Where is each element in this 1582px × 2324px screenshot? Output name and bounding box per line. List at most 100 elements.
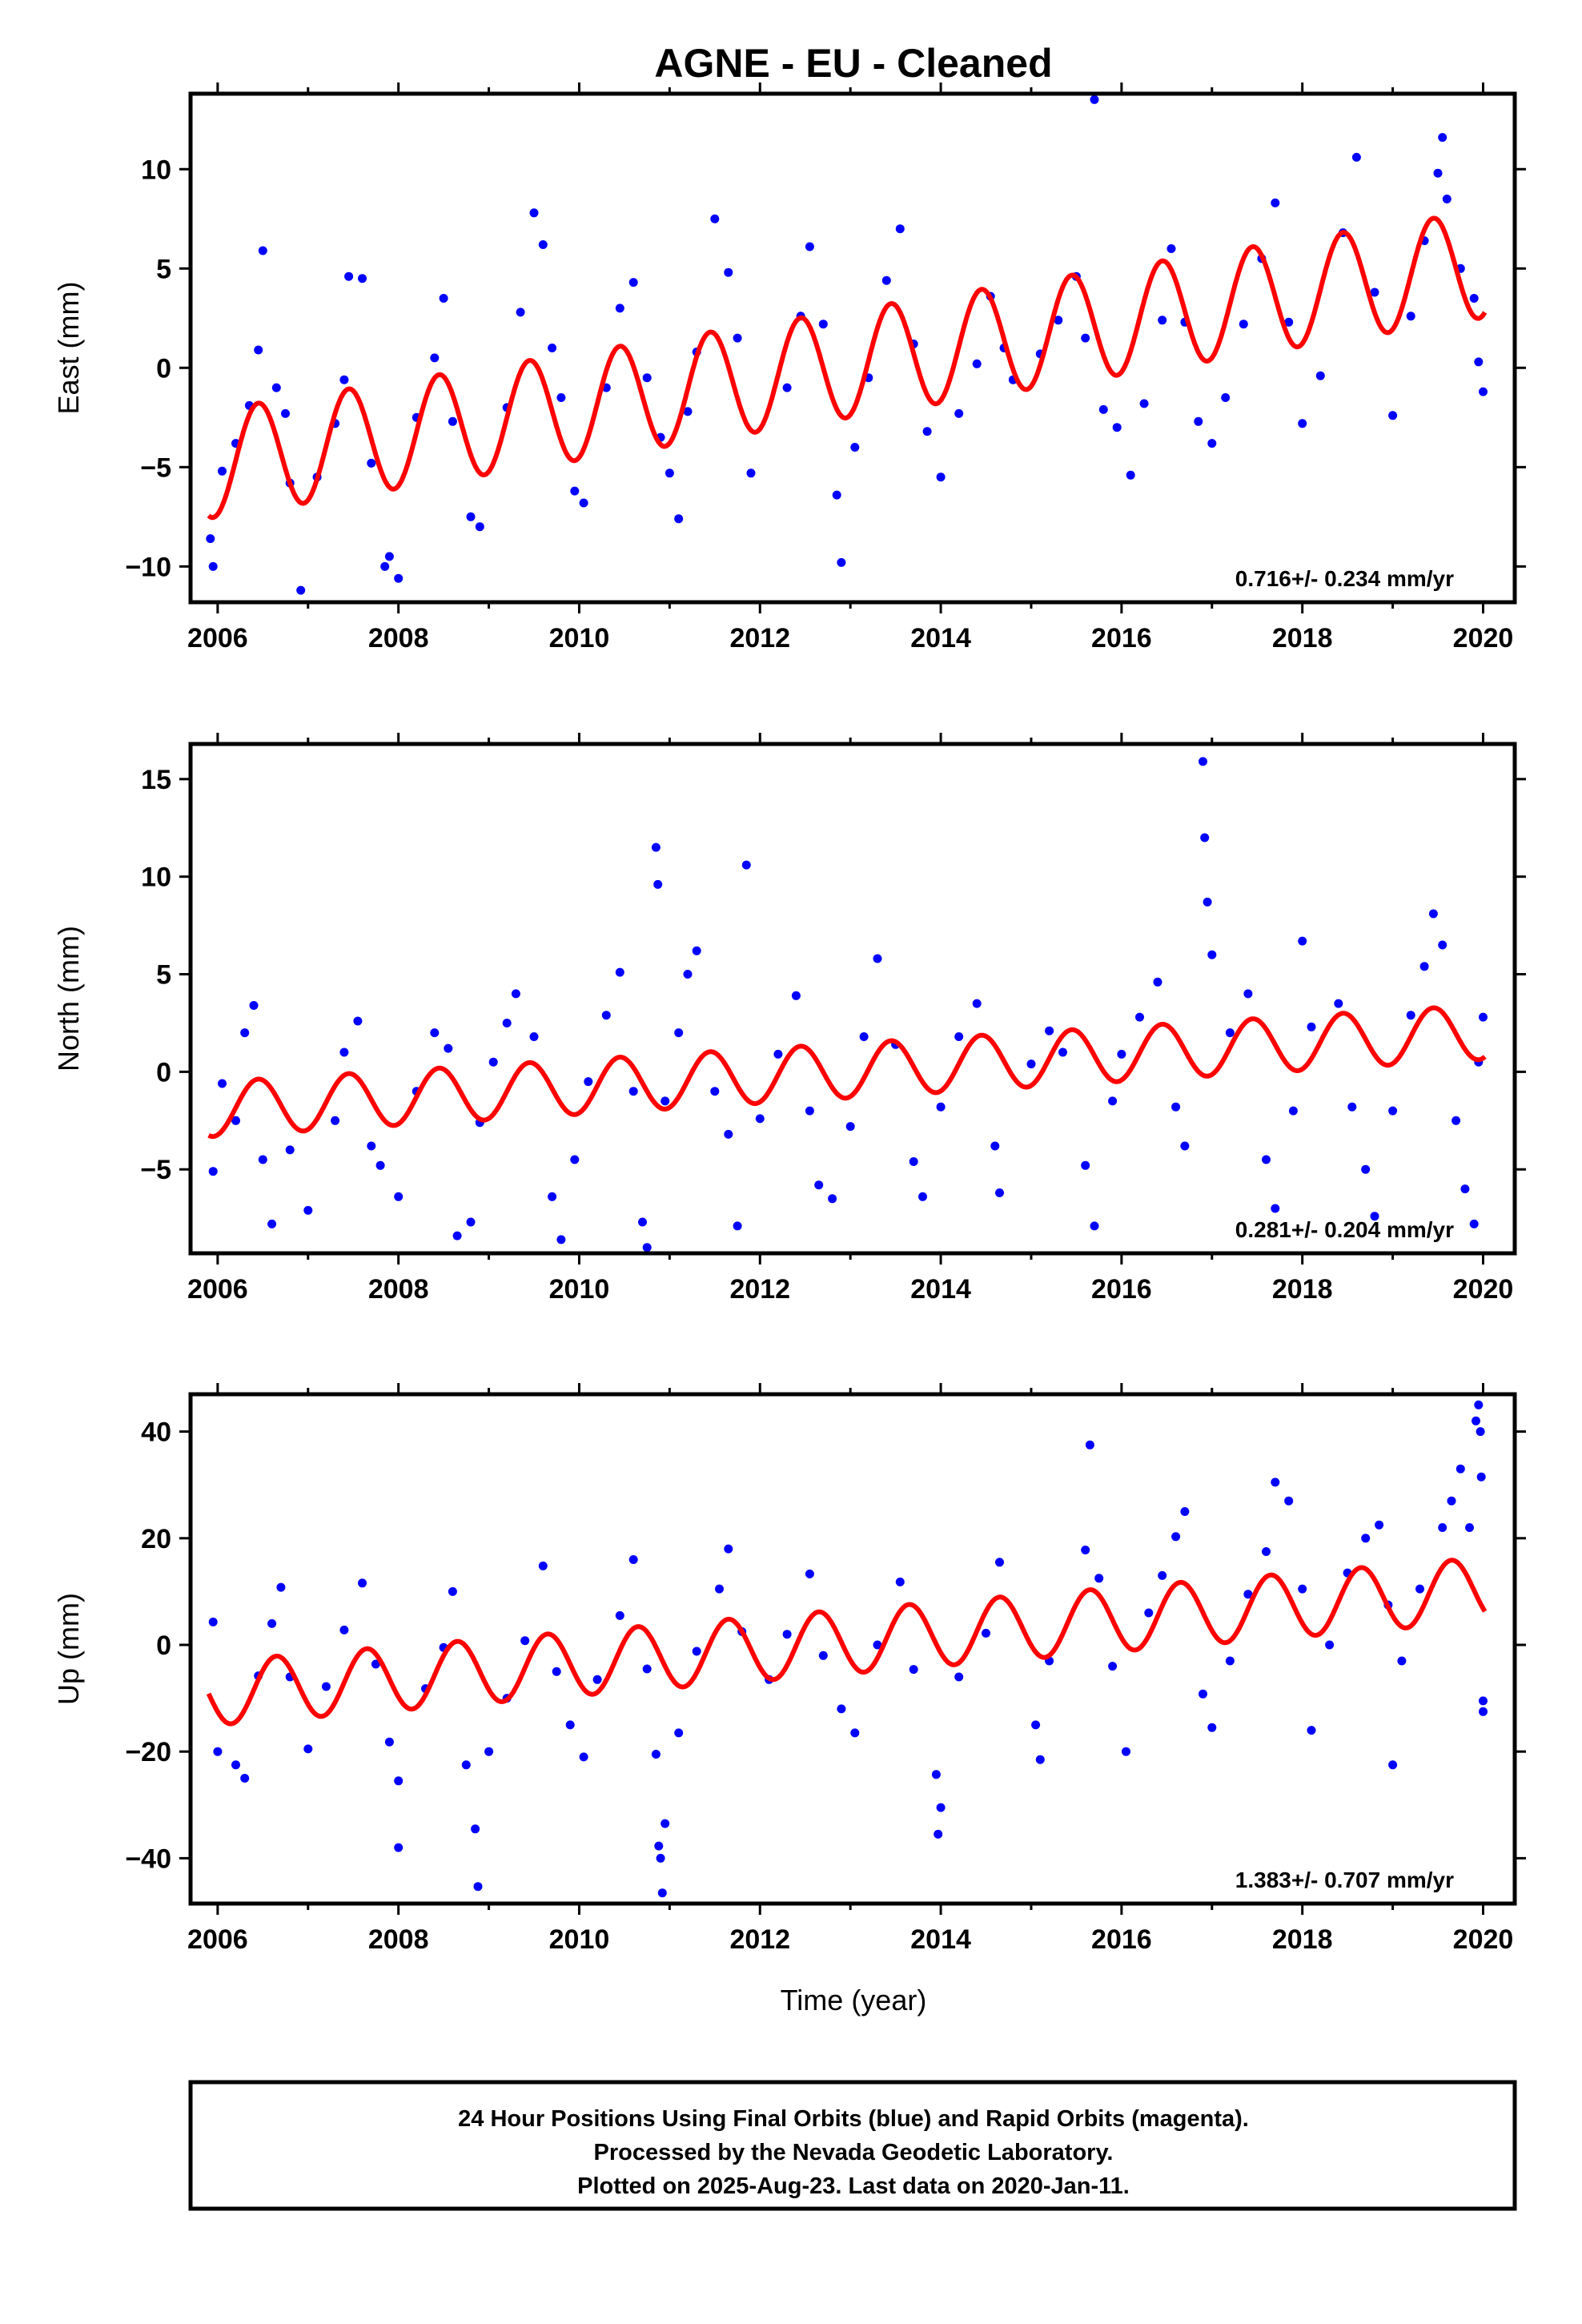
north-data-point (615, 967, 624, 977)
north-y-tick-label: 15 (141, 765, 171, 795)
north-data-point (339, 1047, 349, 1057)
east-data-point (615, 304, 624, 313)
north-data-point (1180, 1141, 1190, 1151)
north-x-tick-label: 2006 (187, 1274, 248, 1305)
north-data-point (936, 1102, 946, 1112)
north-data-point (1058, 1047, 1067, 1057)
up-data-point (715, 1584, 724, 1594)
north-data-point (638, 1217, 647, 1227)
x-axis-title: Time (year) (781, 1984, 927, 2016)
north-x-tick-label: 2016 (1091, 1274, 1152, 1305)
up-data-point (805, 1569, 814, 1578)
east-data-point (1388, 411, 1398, 420)
east-data-point (548, 344, 557, 352)
north-plot-frame (188, 742, 1517, 1256)
east-data-point (881, 275, 891, 285)
east-data-point (724, 267, 733, 277)
east-data-point (1469, 294, 1479, 303)
east-data-point (430, 353, 440, 363)
north-data-point (1347, 1102, 1357, 1112)
east-data-point (394, 573, 404, 583)
east-plot-frame (188, 91, 1517, 605)
east-data-point (1139, 399, 1149, 408)
east-panel: 2006 2008 2010 2012 2014 2016 2018 2020 −10 −5 0 5 1… (52, 82, 1526, 653)
east-data-point (296, 585, 306, 595)
up-data-point (1035, 1755, 1045, 1764)
up-data-point (1171, 1532, 1181, 1542)
east-data-point (1126, 470, 1135, 480)
north-data-point (990, 1141, 1000, 1151)
east-data-point (1406, 312, 1415, 321)
north-data-point (1479, 1012, 1488, 1022)
north-y-axis-title: North (mm) (52, 926, 85, 1072)
up-data-point (461, 1760, 471, 1770)
north-data-point (1406, 1011, 1415, 1020)
up-data-point (321, 1682, 331, 1691)
up-data-point (1456, 1464, 1465, 1474)
up-data-point (936, 1803, 946, 1812)
north-data-point (683, 970, 693, 979)
north-data-point (674, 1028, 684, 1038)
north-x-tick-label: 2008 (368, 1274, 429, 1305)
east-data-point (1442, 195, 1452, 203)
east-data-point (1194, 416, 1203, 426)
east-x-tick-label: 2014 (910, 623, 971, 653)
north-data-point (909, 1157, 918, 1166)
up-data-point (1388, 1760, 1398, 1770)
north-data-point (1460, 1184, 1470, 1194)
north-data-point (1090, 1221, 1099, 1231)
up-data-point (651, 1750, 661, 1759)
north-data-point (548, 1192, 557, 1201)
north-data-point (444, 1043, 453, 1053)
east-data-point (358, 274, 367, 283)
east-data-point (850, 443, 860, 452)
up-data-point (1081, 1546, 1090, 1554)
north-data-point (972, 999, 982, 1008)
north-data-point (651, 842, 661, 852)
north-data-point (353, 1016, 363, 1026)
up-data-point (1474, 1400, 1484, 1409)
east-data-point (1351, 152, 1361, 162)
caption-frame (188, 2080, 1517, 2211)
up-data-point (231, 1760, 240, 1770)
north-data-point (529, 1032, 539, 1041)
east-data-point (448, 416, 457, 426)
north-y-tick-label: 0 (156, 1057, 171, 1088)
north-data-point (1361, 1164, 1371, 1174)
up-x-tick-label: 2018 (1272, 1924, 1333, 1955)
north-data-point (466, 1217, 476, 1227)
east-y-tick-label: 10 (141, 155, 171, 185)
up-data-point (592, 1675, 602, 1684)
up-data-point (1094, 1574, 1104, 1583)
up-y-tick-label: 0 (156, 1630, 171, 1661)
east-data-point (271, 383, 281, 392)
north-data-point (1225, 1028, 1235, 1038)
east-data-point (895, 224, 905, 234)
up-data-point (1476, 1472, 1486, 1482)
north-data-point (367, 1141, 376, 1151)
east-data-point (972, 359, 982, 368)
north-x-tick-label: 2014 (910, 1274, 971, 1305)
up-data-point (837, 1704, 846, 1714)
up-data-point (484, 1747, 494, 1756)
up-data-point (394, 1776, 404, 1786)
up-y-tick-label: 40 (141, 1417, 171, 1448)
east-data-point (380, 561, 390, 571)
east-y-tick-label: −10 (125, 552, 171, 582)
up-y-tick-label: −20 (125, 1737, 171, 1767)
up-x-tick-label: 2020 (1453, 1924, 1514, 1955)
up-data-point (674, 1728, 684, 1738)
east-data-point (570, 486, 580, 496)
north-data-point (653, 879, 663, 889)
east-data-point (1090, 94, 1099, 104)
north-data-point (628, 1087, 638, 1096)
east-data-point (818, 320, 828, 329)
north-data-point (1307, 1022, 1316, 1031)
north-data-point (1428, 909, 1438, 919)
north-data-point (918, 1192, 927, 1201)
east-data-point (1474, 357, 1484, 367)
north-data-point (661, 1096, 670, 1106)
east-data-point (516, 308, 525, 317)
north-data-point (231, 1116, 240, 1125)
